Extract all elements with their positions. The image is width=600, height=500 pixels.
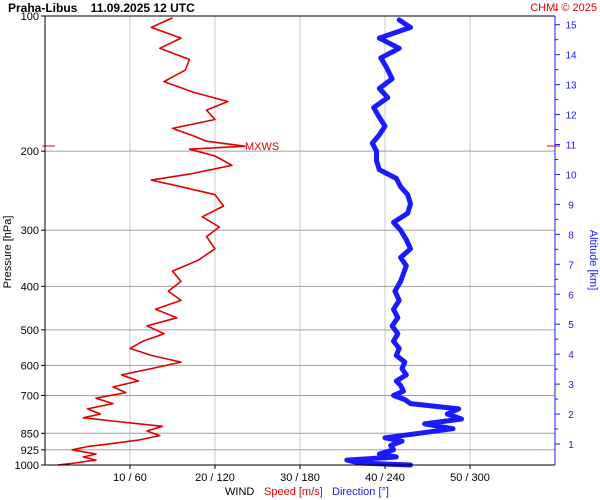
pressure-axis-label: Pressure [hPa]: [2, 216, 14, 289]
speed-series-line: [57, 17, 246, 466]
altitude-ticks: 12345678910111213141516: [555, 0, 577, 451]
altitude-tick-label: 16: [565, 0, 577, 2]
wind-tick-label: 50 / 300: [450, 472, 490, 484]
wind-tick-label: 30 / 180: [280, 472, 320, 484]
speed-gridlines: [129, 16, 471, 465]
altitude-tick-label: 3: [568, 380, 574, 391]
altitude-tick-label: 7: [568, 260, 574, 271]
altitude-tick-label: 9: [568, 200, 574, 211]
pressure-tick-label: 600: [21, 360, 39, 372]
altitude-tick-label: 10: [565, 170, 577, 181]
pressure-tick-label: 100: [21, 11, 39, 23]
pressure-tick-label: 400: [21, 281, 39, 293]
pressure-tick-label: 700: [21, 390, 39, 402]
pressure-tick-label: 1000: [15, 460, 39, 472]
direction-series-line: [344, 17, 464, 468]
altitude-tick-label: 15: [565, 21, 577, 32]
altitude-tick-label: 5: [568, 320, 574, 331]
wind-tick-label: 10 / 60: [113, 472, 147, 484]
series-layer: [57, 17, 464, 468]
pressure-tick-label: 300: [21, 225, 39, 237]
altitude-tick-label: 11: [566, 141, 577, 152]
speed-axis-label: Speed [m/s]: [264, 486, 323, 498]
altitude-tick-label: 14: [565, 51, 577, 62]
altitude-axis-label: Altitude [km]: [587, 230, 599, 291]
pressure-tick-label: 500: [21, 325, 39, 337]
altitude-tick-label: 12: [565, 111, 577, 122]
pressure-tick-label: 925: [21, 445, 39, 457]
mxws-label: MXWS: [245, 141, 279, 153]
altitude-tick-label: 1: [568, 440, 574, 451]
pressure-gridlines: [45, 150, 555, 451]
pressure-tick-label: 850: [21, 428, 39, 440]
credit-label: CHMI © 2025: [530, 2, 597, 14]
pressure-tick-labels: 100 200 300 400 500 600 700 850 925 1000: [15, 11, 45, 472]
wind-tick-label: 20 / 120: [195, 472, 235, 484]
altitude-tick-label: 2: [568, 410, 574, 421]
wind-tick-labels: 10 / 60 20 / 120 30 / 180 40 / 240 50 / 300: [113, 465, 490, 484]
altitude-tick-label: 4: [568, 350, 574, 361]
chart-title: Praha-Libus 11.09.2025 12 UTC: [8, 1, 195, 15]
altitude-tick-label: 6: [568, 290, 574, 301]
direction-axis-label: Direction [°]: [332, 486, 389, 498]
wind-tick-label: 40 / 240: [365, 472, 405, 484]
altitude-tick-label: 13: [565, 81, 577, 92]
wind-axis-label: WIND: [225, 486, 254, 498]
pressure-tick-label: 200: [21, 146, 39, 158]
altitude-tick-label: 8: [568, 230, 574, 241]
